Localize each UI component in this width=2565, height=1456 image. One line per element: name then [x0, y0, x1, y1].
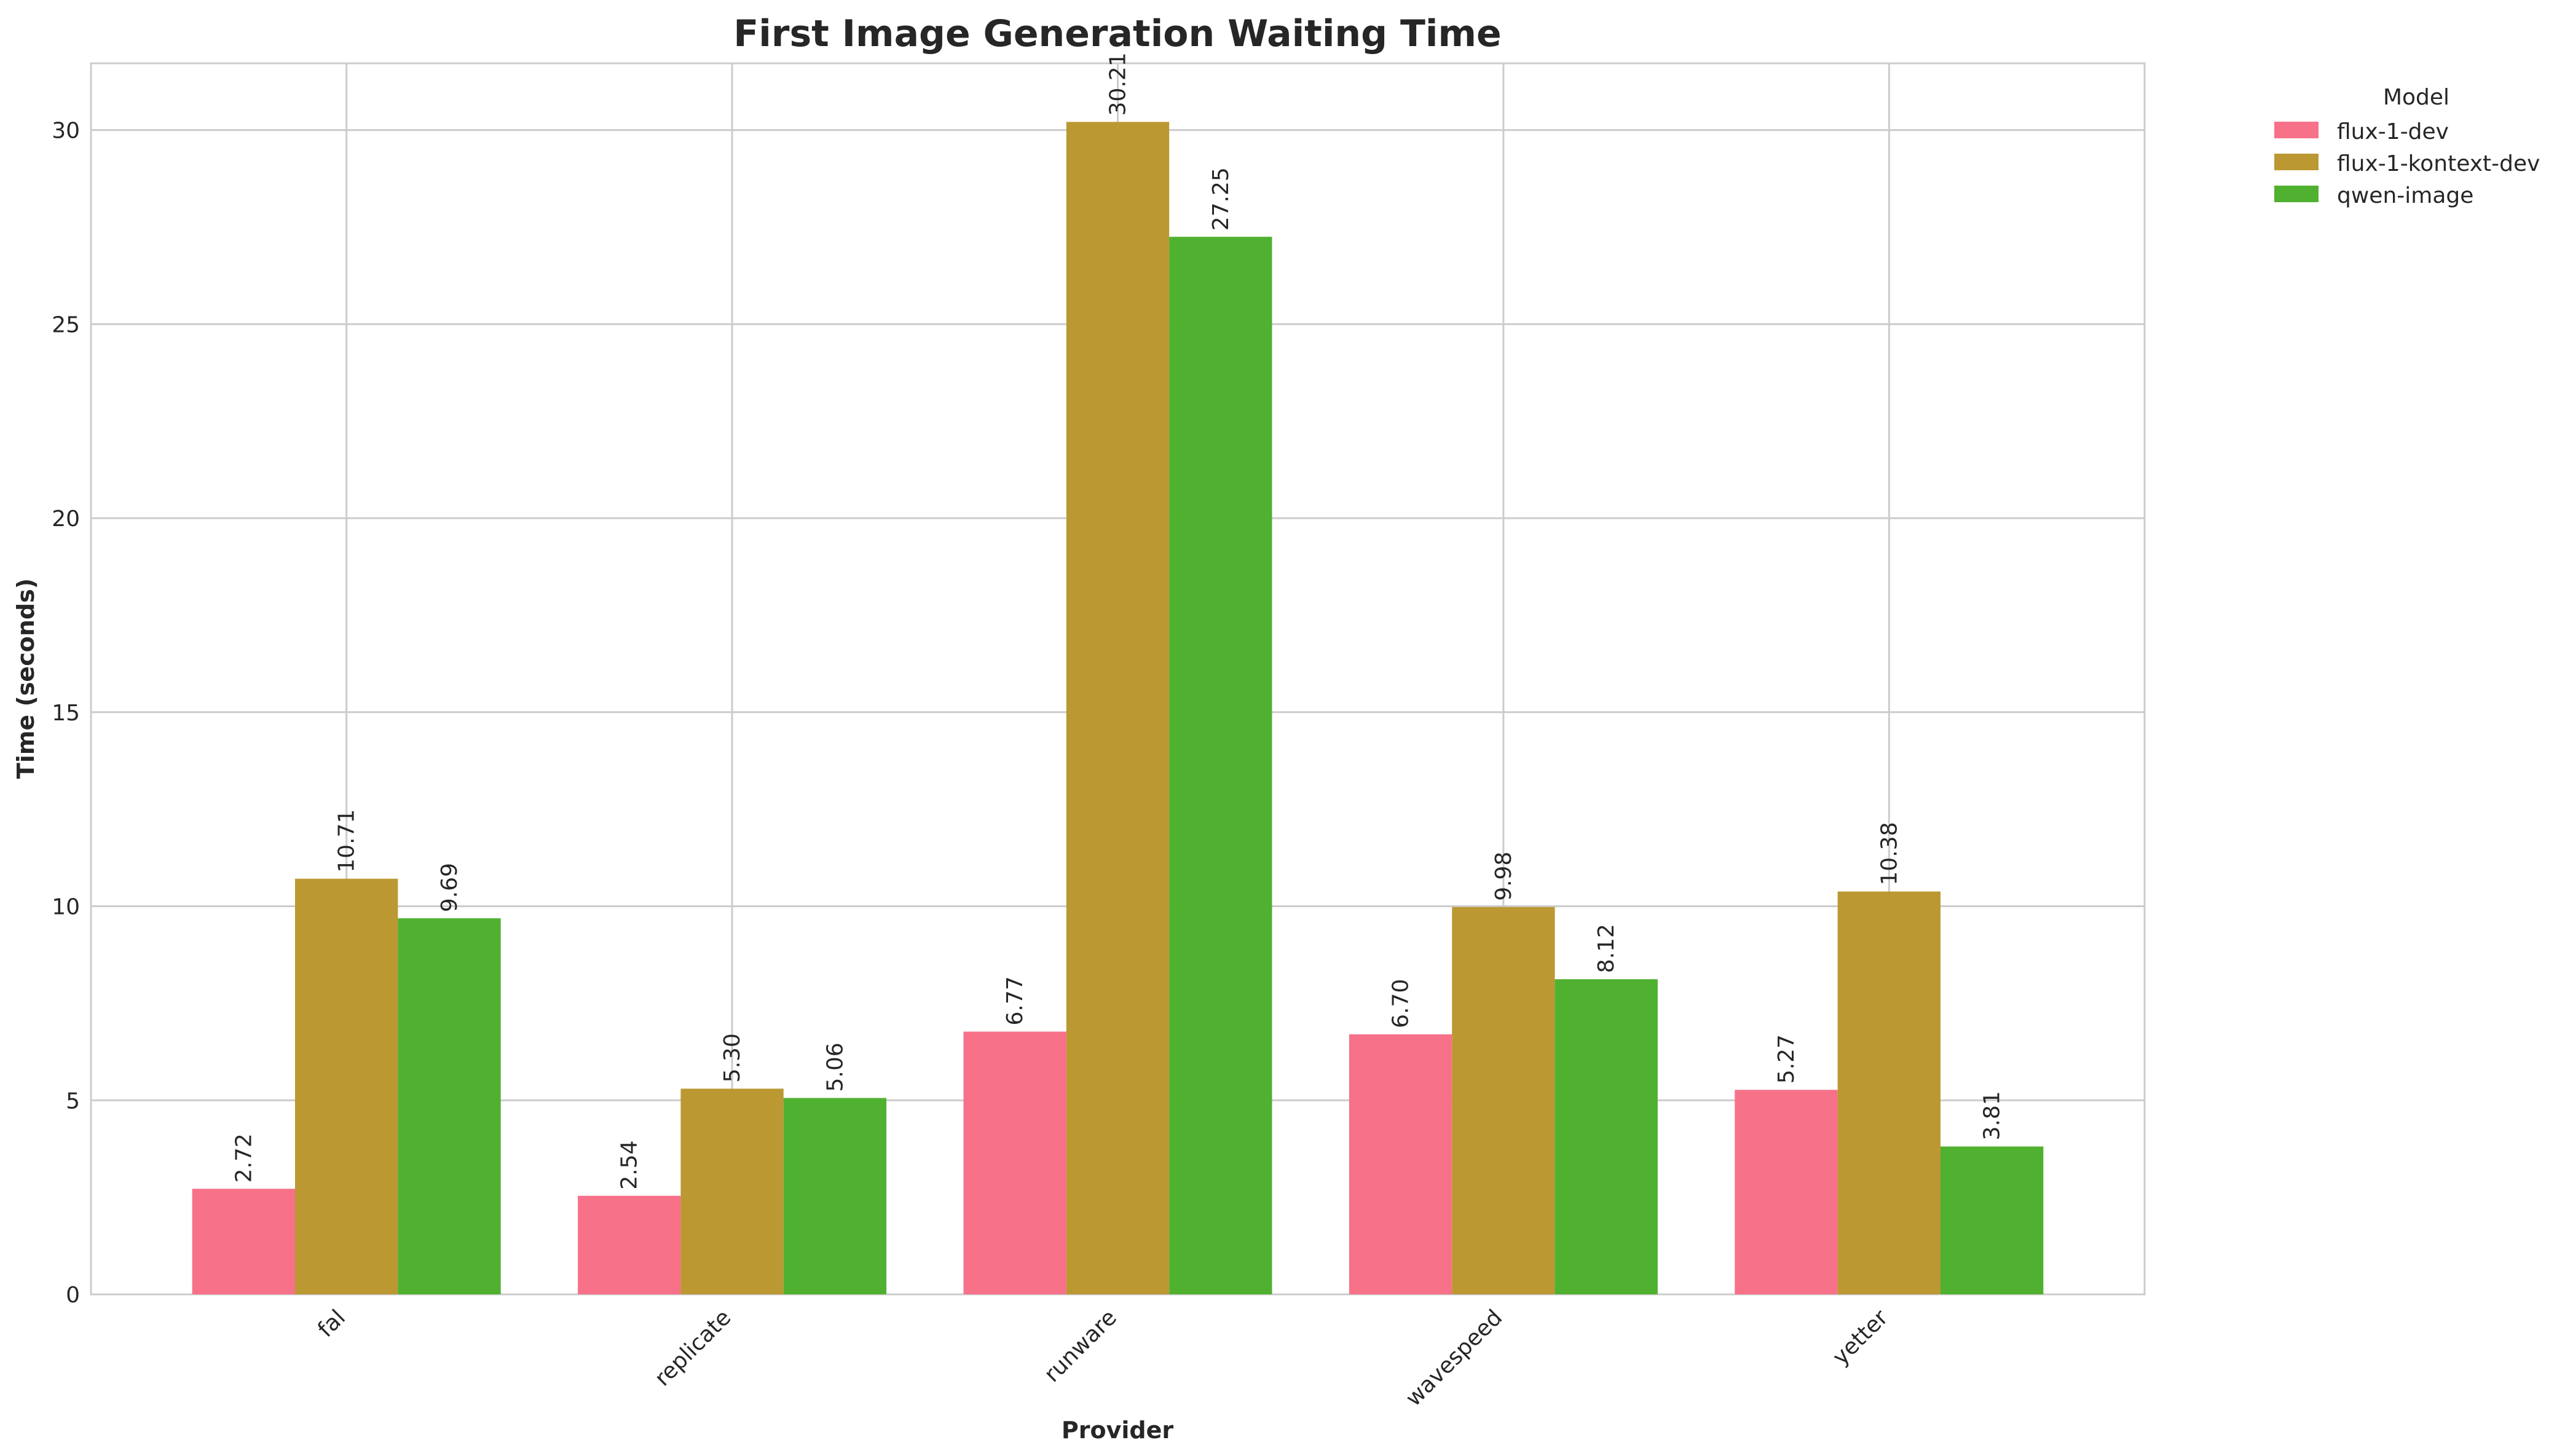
bar-flux-1-dev-runware — [963, 1031, 1066, 1294]
y-axis-label: Time (seconds) — [12, 578, 39, 779]
bar-flux-1-kontext-dev-yetter — [1837, 891, 1941, 1294]
y-tick-label: 20 — [52, 506, 80, 532]
legend-swatch-flux-1-kontext-dev — [2274, 154, 2319, 170]
x-axis-ticks: fal replicate runware wavespeed yetter — [313, 1305, 1893, 1411]
legend-title: Model — [2383, 85, 2449, 110]
bar-value-label: 2.54 — [617, 1140, 642, 1189]
chart-title: First Image Generation Waiting Time — [733, 12, 1501, 55]
bar-flux-1-kontext-dev-replicate — [680, 1088, 784, 1294]
y-tick-label: 30 — [52, 119, 80, 144]
legend-swatch-qwen-image — [2274, 186, 2319, 202]
legend: Model flux-1-dev flux-1-kontext-dev qwen-i… — [2274, 85, 2540, 208]
bar-qwen-image-wavespeed — [1554, 979, 1658, 1294]
bar-value-label: 10.71 — [334, 809, 360, 873]
bar-value-label: 9.98 — [1491, 852, 1516, 901]
legend-entry-flux-1-kontext-dev: flux-1-kontext-dev — [2337, 151, 2540, 176]
bar-flux-1-dev-replicate — [578, 1195, 681, 1294]
bar-qwen-image-yetter — [1940, 1146, 2044, 1294]
bar-value-label: 30.21 — [1106, 52, 1131, 116]
bar-value-label: 5.06 — [822, 1042, 848, 1092]
bar-qwen-image-runware — [1169, 237, 1272, 1294]
bar-value-label: 10.38 — [1877, 822, 1902, 885]
bar-flux-1-kontext-dev-wavespeed — [1452, 907, 1555, 1294]
legend-entry-flux-1-dev: flux-1-dev — [2337, 119, 2449, 144]
bar-value-label: 3.81 — [1980, 1091, 2005, 1140]
bar-flux-1-dev-yetter — [1735, 1090, 1838, 1294]
bar-labels: 2.72 2.54 6.77 6.70 5.27 10.71 5.30 30.21 9.98 10… — [231, 52, 2004, 1189]
bar-value-label: 5.30 — [720, 1033, 745, 1082]
x-tick-label: yetter — [1828, 1305, 1893, 1370]
legend-swatch-flux-1-dev — [2274, 122, 2319, 138]
x-tick-label: wavespeed — [1401, 1305, 1507, 1411]
bar-flux-1-dev-fal — [192, 1189, 295, 1294]
bar-value-label: 6.77 — [1003, 976, 1028, 1025]
y-tick-label: 15 — [52, 701, 80, 726]
bar-value-label: 5.27 — [1774, 1034, 1799, 1084]
y-axis-ticks: 0 5 10 15 20 25 30 — [52, 119, 80, 1308]
bar-flux-1-dev-wavespeed — [1349, 1034, 1452, 1294]
bar-flux-1-kontext-dev-runware — [1066, 122, 1170, 1295]
bar-value-label: 8.12 — [1594, 924, 1619, 973]
legend-entry-qwen-image: qwen-image — [2337, 183, 2473, 208]
bar-value-label: 6.70 — [1389, 979, 1414, 1028]
x-tick-label: replicate — [650, 1305, 736, 1391]
y-tick-label: 25 — [52, 312, 80, 337]
bar-value-label: 9.69 — [437, 863, 462, 912]
bar-qwen-image-fal — [398, 918, 501, 1294]
y-tick-label: 0 — [66, 1283, 80, 1308]
y-tick-label: 10 — [52, 895, 80, 920]
y-tick-label: 5 — [66, 1088, 80, 1114]
x-tick-label: runware — [1039, 1305, 1122, 1387]
bars — [192, 122, 2044, 1295]
bar-flux-1-kontext-dev-fal — [294, 878, 398, 1294]
bar-value-label: 27.25 — [1208, 167, 1234, 230]
bar-qwen-image-replicate — [783, 1098, 887, 1294]
x-tick-label: fal — [313, 1305, 350, 1342]
bar-value-label: 2.72 — [231, 1133, 256, 1183]
x-axis-label: Provider — [1062, 1417, 1173, 1444]
